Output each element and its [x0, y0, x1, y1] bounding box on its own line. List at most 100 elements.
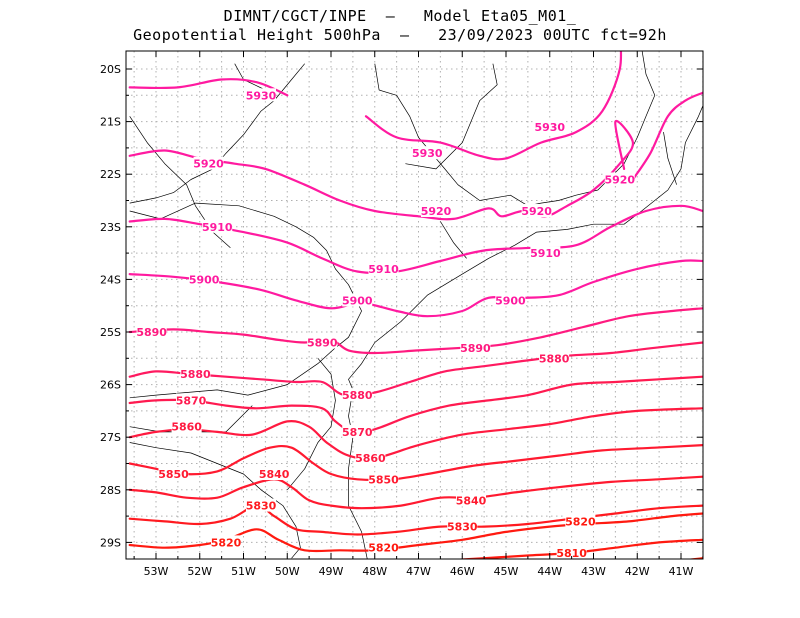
- contour-label: 5830: [246, 500, 277, 513]
- lat-label: 29S: [100, 536, 121, 549]
- lat-label: 27S: [100, 431, 121, 444]
- contour-label: 5890: [307, 337, 338, 350]
- contour-label-bg: [604, 172, 635, 186]
- contour-label-bg: [202, 219, 233, 233]
- contour-label: 5920: [421, 205, 452, 218]
- geo-boundary: [440, 221, 467, 259]
- contour-label-bg: [534, 119, 565, 133]
- lon-label: 53W: [144, 565, 169, 578]
- contour-5930: [128, 78, 289, 97]
- contour-label: 5850: [158, 468, 189, 481]
- lon-label: 45W: [494, 565, 519, 578]
- geo-boundary: [663, 132, 677, 185]
- contour-label-bg: [307, 335, 338, 349]
- geo-boundary: [405, 63, 498, 170]
- lon-label: 42W: [625, 565, 650, 578]
- contour-label: 5900: [189, 273, 220, 286]
- contour-label-bg: [211, 535, 241, 549]
- contour-label: 5910: [530, 247, 561, 260]
- contour-label: 5900: [495, 294, 526, 307]
- lon-label: 47W: [406, 565, 431, 578]
- lon-label: 49W: [319, 565, 344, 578]
- contour-label: 5850: [368, 473, 399, 486]
- contour-label: 5870: [342, 426, 373, 439]
- contour-5900: [128, 259, 703, 318]
- contour-label: 5910: [368, 263, 399, 276]
- lon-label: 43W: [581, 565, 606, 578]
- contour-label: 5820: [211, 536, 242, 549]
- contour-label-bg: [539, 351, 570, 365]
- contour-label-bg: [136, 325, 167, 338]
- contour-5920: [128, 119, 635, 221]
- lon-label: 44W: [537, 565, 562, 578]
- contour-label: 5870: [176, 394, 207, 407]
- geo-boundary: [129, 63, 305, 204]
- contour-label: 5920: [521, 205, 552, 218]
- lat-label: 24S: [100, 273, 121, 286]
- contour-labels: 5930 5930 5930 5920 5920 5920 5920 5910 5910 5910…: [136, 88, 635, 560]
- contour-label: 5820: [565, 515, 596, 528]
- contour-label: 5880: [539, 352, 570, 365]
- map-title-line2: Geopotential Height 500hPa – 23/09/2023 …: [133, 26, 667, 44]
- contour-label-bg: [246, 88, 276, 102]
- contour-5930: [364, 51, 623, 161]
- lon-label: 50W: [275, 565, 300, 578]
- lat-label: 28S: [100, 484, 121, 497]
- contour-label-bg: [158, 467, 189, 481]
- contour-label-bg: [342, 424, 373, 438]
- contour-label: 5930: [246, 89, 277, 102]
- contour-5890: [128, 307, 703, 355]
- contour-label: 5900: [342, 294, 373, 307]
- contour-label-bg: [355, 451, 386, 465]
- contour-label-bg: [447, 519, 478, 533]
- geo-boundary: [129, 442, 301, 559]
- contour-label-bg: [193, 156, 224, 170]
- contour-label-bg: [495, 293, 526, 307]
- contour-label-bg: [259, 467, 290, 481]
- contour-label-bg: [368, 261, 399, 275]
- contour-label-bg: [368, 540, 399, 554]
- contour-label: 5840: [456, 494, 487, 507]
- contour-label-bg: [342, 388, 373, 402]
- axis-labels: 53W 52W 51W 50W 49W 48W 47W 46W 45W 44W 43W 42W 41W 2…: [100, 51, 704, 578]
- lat-label: 20S: [100, 63, 121, 76]
- contour-5840: [128, 475, 703, 510]
- contour-5860: [128, 407, 703, 461]
- contour-label: 5930: [534, 121, 565, 134]
- contour-label-bg: [189, 272, 220, 286]
- geo-boundary: [287, 358, 336, 491]
- contour-label: 5920: [604, 173, 635, 186]
- map-title-line1: DIMNT/CGCT/INPE – Model Eta05_M01_: [223, 7, 577, 25]
- lon-label: 46W: [450, 565, 475, 578]
- contour-label-bg: [180, 367, 211, 381]
- plot-frame: [125, 50, 704, 560]
- contour-label-bg: [521, 204, 552, 218]
- lon-label: 51W: [231, 565, 256, 578]
- contour-label: 5830: [447, 521, 478, 534]
- contour-label: 5840: [259, 468, 290, 481]
- contour-label: 5820: [368, 542, 399, 555]
- contour-label-bg: [171, 419, 202, 433]
- lon-label: 48W: [362, 565, 387, 578]
- contour-label-bg: [456, 493, 486, 507]
- lon-label: 52W: [187, 565, 212, 578]
- contour-label: 5930: [412, 147, 443, 160]
- contour-label-bg: [565, 514, 596, 528]
- contour-label-bg: [176, 393, 206, 407]
- contour-label: 5880: [180, 368, 211, 381]
- contour-label-bg: [342, 293, 373, 307]
- contour-label-bg: [412, 146, 443, 160]
- contour-label: 5910: [202, 221, 233, 234]
- contour-label-bg: [460, 340, 491, 354]
- lat-label: 21S: [100, 116, 121, 129]
- contour-label: 5890: [460, 342, 491, 355]
- contour-label: 5920: [193, 158, 224, 171]
- plot-area-background: [126, 51, 703, 559]
- contour-5850: [128, 444, 703, 482]
- contour-label-bg: [368, 472, 399, 486]
- contour-label-bg: [246, 498, 276, 512]
- contour-label: 5890: [136, 326, 167, 339]
- lat-label: 23S: [100, 221, 121, 234]
- contour-label: 5880: [342, 389, 373, 402]
